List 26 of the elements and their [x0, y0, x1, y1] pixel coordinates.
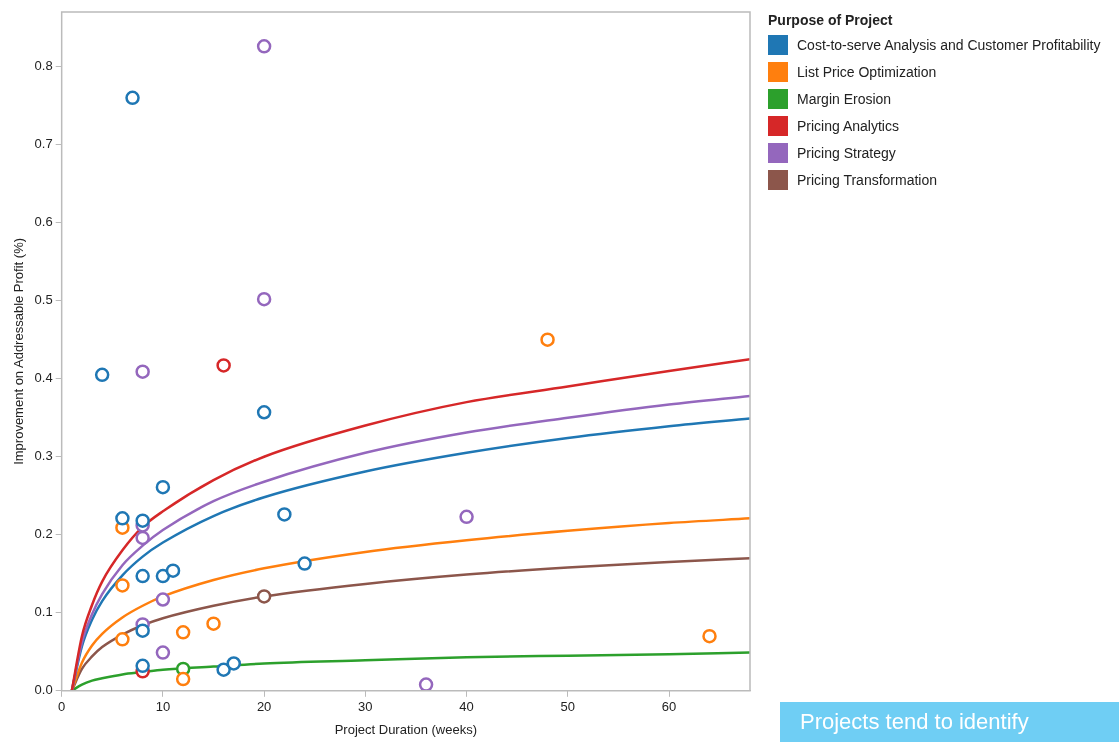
y-axis-title: Improvement on Addressable Profit (%): [11, 237, 27, 465]
legend-title: Purpose of Project: [768, 12, 894, 28]
y-tick-label: 0.4: [34, 370, 53, 386]
y-tick-label: 0.1: [34, 604, 53, 620]
x-tick-label: 30: [358, 699, 373, 715]
y-tick-label: 0.0: [34, 682, 53, 698]
y-tick-label: 0.2: [34, 526, 53, 542]
legend-label: Cost-to-serve Analysis and Customer Profitability: [797, 36, 1101, 53]
y-tick-label: 0.8: [34, 58, 53, 74]
text: Projects tend to identify: [780, 702, 1119, 742]
x-tick-label: 60: [661, 699, 677, 715]
x-axis-title: Project Duration (weeks): [334, 721, 477, 737]
legend-label: List Price Optimization: [797, 63, 937, 80]
x-tick-label: 50: [560, 699, 576, 715]
y-tick-label: 0.7: [34, 136, 53, 152]
legend-label: Pricing Transformation: [797, 171, 938, 188]
legend-label: Pricing Strategy: [797, 144, 896, 161]
x-tick-label: 10: [155, 699, 171, 715]
x-tick-label: 40: [459, 699, 474, 715]
y-tick-label: 0.3: [34, 448, 53, 464]
y-tick-label: 0.6: [34, 214, 53, 230]
x-tick-label: 0: [58, 699, 66, 715]
y-tick-label: 0.5: [34, 292, 53, 308]
legend-label: Pricing Analytics: [797, 117, 899, 134]
legend-label: Margin Erosion: [797, 90, 892, 107]
x-tick-label: 20: [256, 699, 272, 715]
